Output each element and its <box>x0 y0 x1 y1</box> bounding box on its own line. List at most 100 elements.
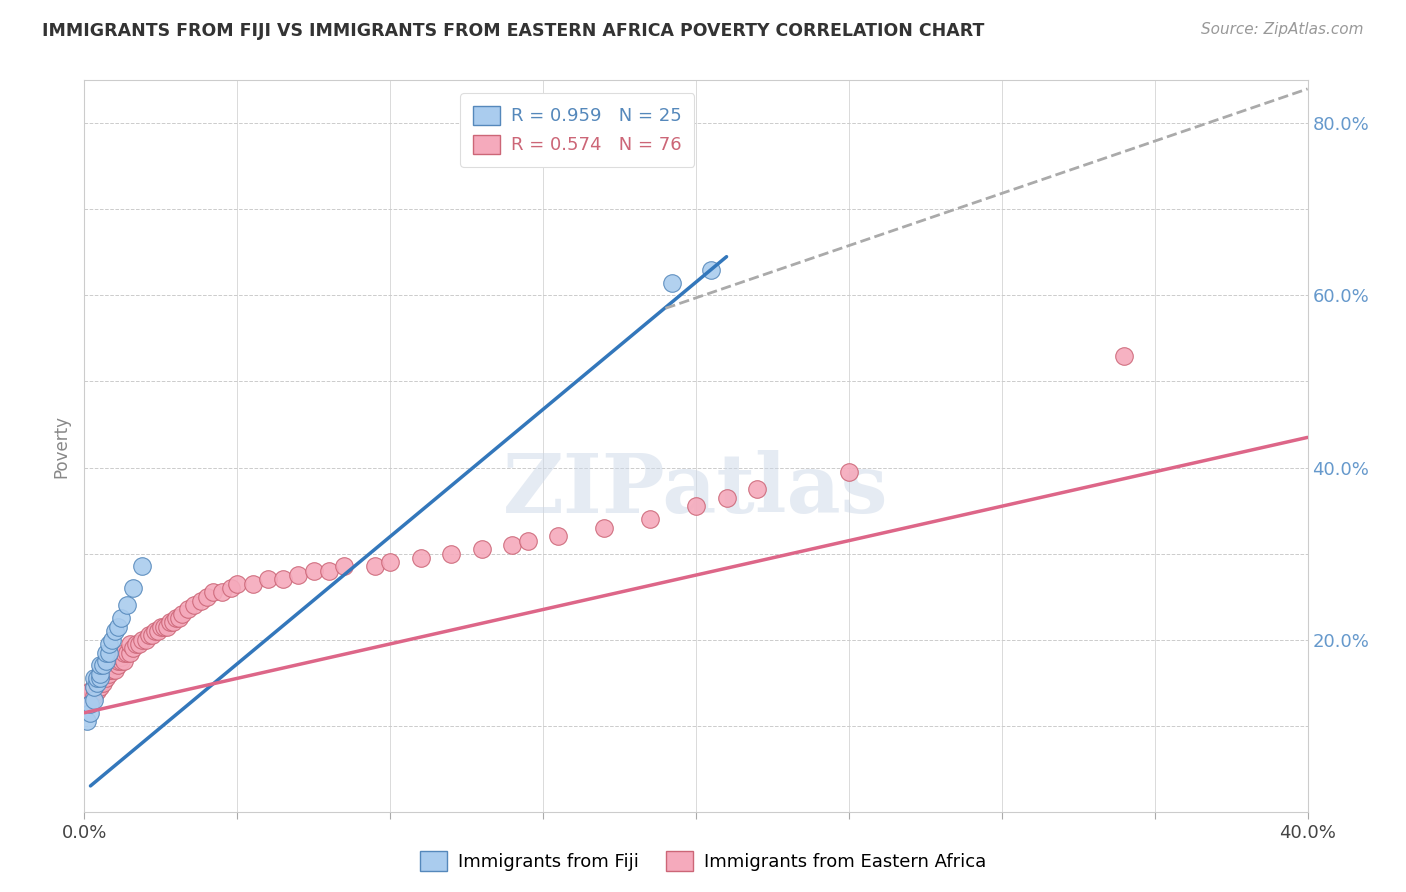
Point <box>89 680 111 694</box>
Point <box>143 624 166 638</box>
Point <box>195 590 218 604</box>
Point <box>716 491 738 505</box>
Point <box>104 624 127 638</box>
Point <box>83 680 105 694</box>
Point <box>271 573 294 587</box>
Point <box>502 538 524 552</box>
Point <box>107 620 129 634</box>
Point <box>94 654 117 668</box>
Point <box>149 620 172 634</box>
Point <box>89 658 111 673</box>
Point <box>138 628 160 642</box>
Point <box>128 637 150 651</box>
Point <box>89 671 111 685</box>
Point <box>211 585 233 599</box>
Point <box>380 555 402 569</box>
Point <box>183 598 205 612</box>
Point <box>747 482 769 496</box>
Point <box>153 620 176 634</box>
Point <box>83 671 105 685</box>
Point <box>76 714 98 729</box>
Text: IMMIGRANTS FROM FIJI VS IMMIGRANTS FROM EASTERN AFRICA POVERTY CORRELATION CHART: IMMIGRANTS FROM FIJI VS IMMIGRANTS FROM … <box>42 22 984 40</box>
Point <box>318 564 340 578</box>
Point <box>838 465 860 479</box>
Point <box>242 576 264 591</box>
Point <box>110 654 132 668</box>
Point <box>101 632 124 647</box>
Point <box>135 632 157 647</box>
Point <box>471 542 494 557</box>
Point <box>89 667 111 681</box>
Point <box>83 693 105 707</box>
Point <box>287 568 309 582</box>
Legend: Immigrants from Fiji, Immigrants from Eastern Africa: Immigrants from Fiji, Immigrants from Ea… <box>413 844 993 879</box>
Point <box>141 628 163 642</box>
Point <box>547 529 569 543</box>
Point <box>97 637 120 651</box>
Point <box>333 559 356 574</box>
Point <box>76 693 98 707</box>
Point <box>115 646 138 660</box>
Point <box>86 684 108 698</box>
Point <box>700 262 723 277</box>
Point <box>201 585 224 599</box>
Point <box>156 620 179 634</box>
Point <box>122 581 145 595</box>
Point <box>302 564 325 578</box>
Point <box>86 675 108 690</box>
Point <box>104 663 127 677</box>
Point <box>685 500 707 514</box>
Point <box>162 615 184 630</box>
Point <box>440 547 463 561</box>
Point <box>89 667 111 681</box>
Point <box>79 684 101 698</box>
Point <box>120 646 142 660</box>
Point <box>120 637 142 651</box>
Point <box>107 654 129 668</box>
Point <box>79 697 101 711</box>
Point <box>165 611 187 625</box>
Point <box>131 559 153 574</box>
Point <box>79 693 101 707</box>
Point <box>94 646 117 660</box>
Point <box>101 663 124 677</box>
Point <box>91 675 114 690</box>
Point <box>89 675 111 690</box>
Point <box>661 276 683 290</box>
Point <box>219 581 242 595</box>
Point <box>79 706 101 720</box>
Text: ZIPatlas: ZIPatlas <box>503 450 889 530</box>
Point <box>167 611 190 625</box>
Point <box>409 550 432 565</box>
Point <box>91 658 114 673</box>
Point <box>104 654 127 668</box>
Point <box>593 521 616 535</box>
Point <box>107 658 129 673</box>
Point <box>97 667 120 681</box>
Y-axis label: Poverty: Poverty <box>52 415 70 477</box>
Point <box>122 641 145 656</box>
Point <box>83 689 105 703</box>
Point <box>364 559 387 574</box>
Point <box>86 671 108 685</box>
Point <box>125 637 148 651</box>
Point <box>115 598 138 612</box>
Point <box>110 649 132 664</box>
Point <box>146 624 169 638</box>
Point <box>257 573 280 587</box>
Point <box>86 671 108 685</box>
Point <box>638 512 661 526</box>
Point <box>97 663 120 677</box>
Point <box>1114 349 1136 363</box>
Point <box>112 654 135 668</box>
Point <box>94 671 117 685</box>
Point <box>83 680 105 694</box>
Point <box>190 594 212 608</box>
Point <box>91 667 114 681</box>
Point <box>131 632 153 647</box>
Point <box>101 658 124 673</box>
Legend: R = 0.959   N = 25, R = 0.574   N = 76: R = 0.959 N = 25, R = 0.574 N = 76 <box>460 93 695 167</box>
Point <box>112 646 135 660</box>
Point <box>226 576 249 591</box>
Point <box>94 663 117 677</box>
